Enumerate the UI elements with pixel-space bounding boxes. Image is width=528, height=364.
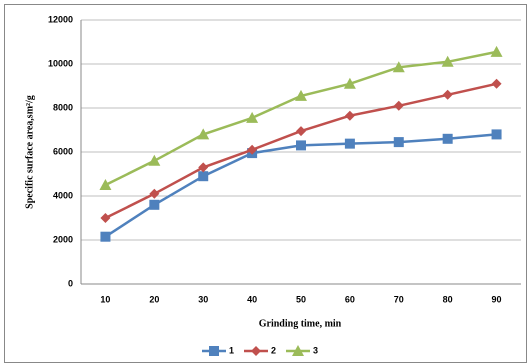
legend-label: 1 <box>229 345 234 355</box>
legend-marker <box>251 346 261 356</box>
x-tick-label: 70 <box>394 294 404 304</box>
data-point <box>296 126 306 137</box>
legend-marker <box>209 346 219 356</box>
legend-label: 3 <box>313 345 318 355</box>
data-point <box>441 55 454 67</box>
data-point <box>149 199 160 210</box>
data-point <box>100 231 111 242</box>
x-tick-label: 10 <box>100 294 110 304</box>
data-point <box>246 111 259 123</box>
y-tick-label: 4000 <box>53 190 73 200</box>
data-point <box>490 45 503 57</box>
data-point <box>491 129 502 140</box>
data-point <box>197 128 210 140</box>
data-point <box>393 137 404 148</box>
data-point <box>343 77 356 89</box>
x-tick-label: 30 <box>198 294 208 304</box>
y-tick-label: 6000 <box>53 146 73 156</box>
data-point <box>247 144 258 155</box>
x-tick-label: 60 <box>345 294 355 304</box>
data-point <box>148 154 161 166</box>
x-tick-label: 80 <box>443 294 453 304</box>
y-tick-label: 12000 <box>48 14 73 24</box>
data-point <box>198 162 209 173</box>
data-point <box>99 179 112 190</box>
data-point <box>442 133 453 144</box>
y-tick-label: 0 <box>68 278 73 288</box>
x-tick-label: 40 <box>247 294 257 304</box>
data-point <box>393 100 404 111</box>
x-tick-label: 90 <box>492 294 502 304</box>
y-tick-label: 10000 <box>48 58 73 68</box>
data-point <box>344 110 355 121</box>
x-tick-label: 20 <box>149 294 159 304</box>
x-axis-title: Grinding time, min <box>259 318 342 329</box>
y-tick-label: 8000 <box>53 102 73 112</box>
data-point <box>442 89 453 100</box>
legend-label: 2 <box>271 345 276 355</box>
data-point <box>149 188 160 199</box>
data-point <box>344 138 355 149</box>
data-point <box>296 140 306 151</box>
data-point <box>392 61 405 73</box>
x-tick-label: 50 <box>296 294 306 304</box>
y-axis-title: Specific surface area,sm²/g <box>24 95 35 209</box>
legend-marker <box>292 345 304 356</box>
data-point <box>295 89 307 101</box>
y-tick-label: 2000 <box>53 234 73 244</box>
data-point <box>198 171 209 182</box>
data-point <box>100 213 111 223</box>
data-point <box>491 78 502 89</box>
